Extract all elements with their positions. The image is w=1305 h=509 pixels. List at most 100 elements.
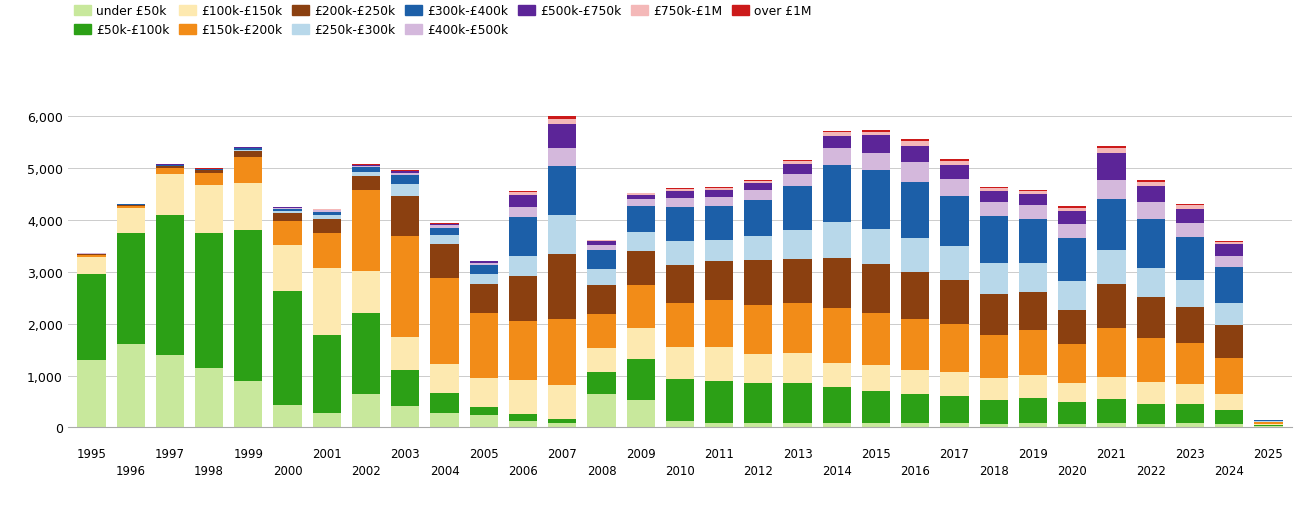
Bar: [822, 149, 851, 166]
Text: 1995: 1995: [77, 447, 106, 460]
Bar: [431, 229, 458, 235]
Bar: [744, 354, 773, 384]
Text: 2021: 2021: [1096, 447, 1126, 460]
Bar: [587, 242, 616, 245]
Text: 2002: 2002: [351, 464, 381, 476]
Bar: [941, 166, 968, 180]
Bar: [861, 423, 890, 428]
Bar: [941, 280, 968, 324]
Bar: [313, 234, 341, 268]
Bar: [1176, 423, 1205, 428]
Bar: [861, 314, 890, 365]
Bar: [626, 195, 655, 200]
Bar: [587, 240, 616, 241]
Bar: [155, 355, 184, 428]
Bar: [902, 147, 929, 163]
Bar: [980, 217, 1007, 263]
Bar: [626, 200, 655, 207]
Bar: [392, 185, 419, 197]
Bar: [941, 162, 968, 166]
Bar: [1098, 328, 1126, 377]
Bar: [1137, 338, 1165, 383]
Bar: [980, 203, 1007, 217]
Bar: [941, 180, 968, 196]
Bar: [783, 304, 812, 354]
Bar: [470, 275, 499, 284]
Bar: [902, 394, 929, 423]
Bar: [470, 284, 499, 313]
Bar: [705, 188, 733, 190]
Bar: [234, 381, 262, 428]
Text: 2023: 2023: [1174, 447, 1205, 460]
Text: 2008: 2008: [587, 464, 616, 476]
Bar: [902, 272, 929, 319]
Bar: [980, 187, 1007, 189]
Bar: [783, 161, 812, 162]
Bar: [941, 423, 968, 428]
Bar: [352, 271, 380, 314]
Bar: [77, 275, 106, 360]
Bar: [548, 215, 577, 254]
Bar: [1058, 238, 1086, 281]
Bar: [587, 372, 616, 394]
Bar: [626, 360, 655, 400]
Bar: [626, 233, 655, 251]
Bar: [980, 335, 1007, 378]
Bar: [861, 264, 890, 314]
Bar: [1176, 206, 1205, 209]
Bar: [274, 209, 301, 212]
Bar: [666, 421, 694, 428]
Bar: [1019, 331, 1047, 375]
Bar: [587, 269, 616, 286]
Bar: [194, 368, 223, 428]
Bar: [1176, 205, 1205, 206]
Bar: [431, 278, 458, 364]
Bar: [1058, 211, 1086, 224]
Bar: [392, 173, 419, 176]
Bar: [822, 363, 851, 388]
Bar: [392, 371, 419, 406]
Bar: [352, 314, 380, 394]
Text: 2007: 2007: [547, 447, 577, 460]
Bar: [234, 231, 262, 381]
Bar: [509, 195, 538, 208]
Bar: [548, 386, 577, 419]
Bar: [902, 423, 929, 428]
Bar: [392, 176, 419, 185]
Text: 2000: 2000: [273, 464, 303, 476]
Bar: [666, 303, 694, 347]
Text: 2012: 2012: [744, 464, 774, 476]
Bar: [274, 221, 301, 246]
Bar: [431, 235, 458, 244]
Bar: [194, 234, 223, 368]
Bar: [744, 305, 773, 354]
Bar: [509, 208, 538, 217]
Bar: [744, 184, 773, 191]
Bar: [274, 405, 301, 428]
Text: 2024: 2024: [1214, 464, 1244, 476]
Bar: [705, 262, 733, 301]
Bar: [861, 153, 890, 171]
Bar: [941, 373, 968, 397]
Bar: [666, 347, 694, 379]
Bar: [313, 413, 341, 428]
Bar: [705, 423, 733, 428]
Bar: [1254, 424, 1283, 425]
Bar: [1176, 307, 1205, 343]
Bar: [587, 315, 616, 348]
Bar: [980, 189, 1007, 191]
Bar: [509, 257, 538, 276]
Bar: [352, 168, 380, 173]
Bar: [548, 124, 577, 149]
Bar: [744, 237, 773, 261]
Bar: [1176, 223, 1205, 237]
Bar: [587, 286, 616, 315]
Bar: [822, 137, 851, 149]
Bar: [822, 131, 851, 133]
Bar: [744, 384, 773, 423]
Bar: [666, 191, 694, 199]
Bar: [234, 149, 262, 151]
Bar: [1019, 423, 1047, 428]
Bar: [941, 324, 968, 373]
Bar: [626, 194, 655, 195]
